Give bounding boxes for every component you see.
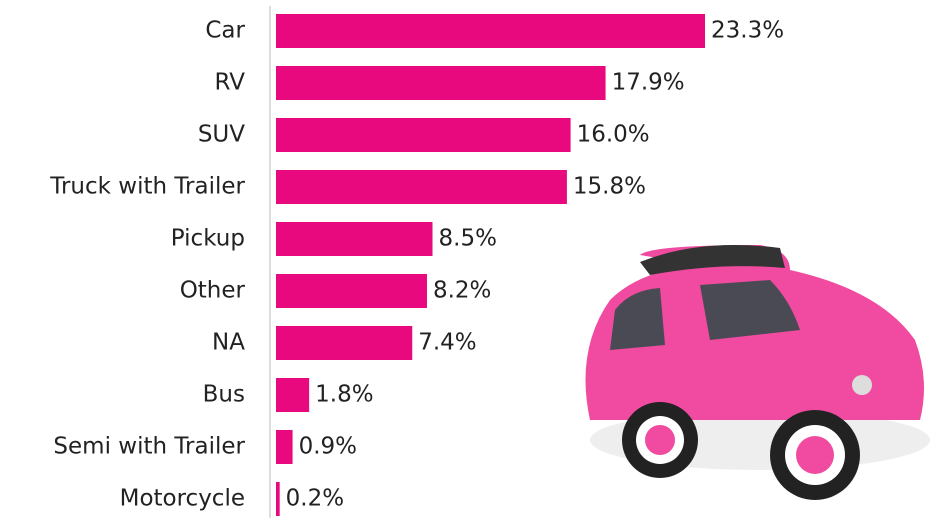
bar xyxy=(276,482,280,516)
category-label: Semi with Trailer xyxy=(53,434,245,460)
bar xyxy=(276,430,293,464)
category-label: RV xyxy=(215,70,246,96)
value-label: 8.2% xyxy=(433,278,491,304)
bar xyxy=(276,326,413,360)
value-label: 15.8% xyxy=(573,174,646,200)
category-label: Bus xyxy=(203,382,245,408)
bar xyxy=(276,118,571,152)
value-label: 0.9% xyxy=(299,434,357,460)
bar xyxy=(276,274,427,308)
bar xyxy=(276,66,606,100)
category-label: Car xyxy=(205,18,245,44)
category-label: Pickup xyxy=(171,226,245,252)
category-label: NA xyxy=(212,330,245,356)
category-label: Truck with Trailer xyxy=(49,174,245,200)
bar xyxy=(276,378,310,412)
value-label: 8.5% xyxy=(439,226,497,252)
value-label: 1.8% xyxy=(315,382,373,408)
value-label: 17.9% xyxy=(612,70,685,96)
category-label: SUV xyxy=(198,122,245,148)
value-label: 23.3% xyxy=(711,18,784,44)
bar xyxy=(276,170,567,204)
car-illustration xyxy=(585,245,930,500)
category-label: Motorcycle xyxy=(120,486,245,512)
bar xyxy=(276,14,705,48)
value-label: 7.4% xyxy=(418,330,476,356)
value-label: 0.2% xyxy=(286,486,344,512)
bar xyxy=(276,222,433,256)
value-label: 16.0% xyxy=(577,122,650,148)
category-label: Other xyxy=(180,278,246,304)
